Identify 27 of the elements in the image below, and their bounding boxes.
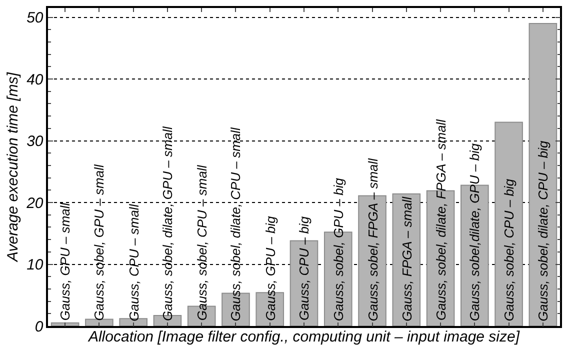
y-tick-label: 40 <box>26 71 44 88</box>
y-tick-label: 50 <box>26 10 44 27</box>
y-axis-title: Average execution time [ms] <box>4 72 22 262</box>
y-tick-label: 0 <box>34 318 44 336</box>
x-tick-label: Gauss, FPGA – small <box>399 196 414 322</box>
x-tick-label: Gauss, GPU – small <box>58 202 73 321</box>
x-tick-label: Gauss, sobel,dilate, GPU – big <box>467 142 482 322</box>
x-tick-label: Gauss, GPU – big <box>262 215 278 321</box>
bar <box>85 318 114 326</box>
x-tick-label: Gauss, sobel, GPU – small <box>92 164 107 321</box>
x-tick-label: Gauss, sobel, CPU – big <box>501 178 516 322</box>
x-tick-label: Gauss, sobel, dilate, CPU – small <box>228 126 244 322</box>
x-tick-label: Gauss, sobel, FPGA – small <box>365 157 380 322</box>
y-tick-label: 10 <box>26 256 44 274</box>
bar <box>50 322 80 326</box>
y-tick-label: 30 <box>26 133 44 150</box>
x-tick-label: Gauss, sobel, dilate, FPGA – small <box>434 118 449 321</box>
x-tick-label: Gauss, sobel, CPU – small <box>194 164 210 321</box>
x-tick-label: Gauss, sobel, dilate, CPU – big <box>535 140 550 322</box>
bar <box>528 22 558 326</box>
bar <box>494 122 523 326</box>
y-tick-label: 20 <box>26 194 44 212</box>
x-tick-label: Gauss, CPU – small <box>126 203 142 322</box>
x-axis-title: Allocation [Image filter config., computing unit – input image size] <box>87 328 520 346</box>
x-tick-label: Gauss, sobel, GPU – big <box>331 177 346 322</box>
x-tick-label: Gauss, sobel, dilate, GPU – small <box>160 126 175 321</box>
x-tick-label: Gauss, CPU – big <box>296 216 312 320</box>
